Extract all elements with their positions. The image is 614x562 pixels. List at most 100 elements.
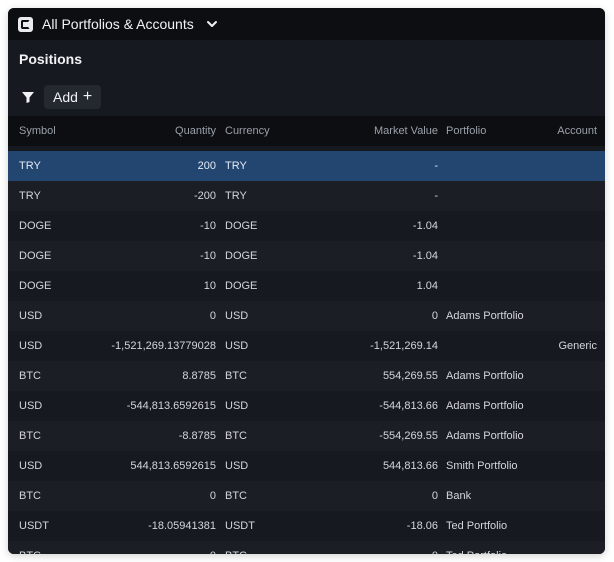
cell-market-value: 544,813.66 — [382, 460, 438, 472]
cell-currency: DOGE — [225, 280, 258, 292]
cell-currency: BTC — [225, 490, 247, 502]
positions-table: Symbol Quantity Currency Market Value Po… — [8, 116, 605, 554]
cell-symbol: DOGE — [19, 250, 52, 262]
table-row[interactable]: TRY 200 TRY - — [8, 151, 605, 181]
add-button[interactable]: Add + — [44, 85, 102, 109]
cell-market-value: -1.04 — [412, 220, 438, 232]
table-row[interactable]: BTC -8.8785 BTC -554,269.55 Adams Portfolio — [8, 421, 605, 451]
cell-symbol: USD — [19, 460, 43, 472]
table-header: Symbol Quantity Currency Market Value Po… — [8, 116, 605, 146]
cell-market-value: 1.04 — [416, 280, 438, 292]
title-bar: All Portfolios & Accounts — [8, 8, 605, 40]
cell-symbol: DOGE — [19, 280, 52, 292]
cell-currency: DOGE — [225, 250, 258, 262]
cell-portfolio: Smith Portfolio — [446, 460, 518, 472]
table-row[interactable]: DOGE 10 DOGE 1.04 — [8, 271, 605, 301]
cell-quantity: 0 — [209, 490, 216, 502]
table-row[interactable]: BTC 0 BTC 0 Bank — [8, 481, 605, 511]
table-row[interactable]: BTC 8.8785 BTC 554,269.55 Adams Portfolio — [8, 361, 605, 391]
cell-symbol: USD — [19, 310, 43, 322]
cell-symbol: BTC — [19, 430, 41, 442]
cell-quantity: 0 — [209, 310, 216, 322]
table-body: TRY 200 TRY - TRY -200 TRY - DOGE -10 DOGE -1.04 DOG… — [8, 151, 605, 554]
cell-symbol: TRY — [19, 160, 41, 172]
cell-market-value: - — [434, 160, 438, 172]
add-button-label: Add — [53, 89, 78, 105]
column-header-account[interactable]: Account — [557, 125, 597, 137]
cell-portfolio: Ted Portfolio — [446, 520, 508, 532]
table-row[interactable]: TRY -200 TRY - — [8, 181, 605, 211]
chevron-down-icon[interactable] — [204, 16, 220, 32]
cell-quantity: 8.8785 — [182, 370, 216, 382]
cell-market-value: -544,813.66 — [379, 400, 438, 412]
positions-window: All Portfolios & Accounts Positions Add … — [8, 8, 605, 554]
cell-market-value: 554,269.55 — [382, 370, 438, 382]
cell-market-value: -1,521,269.14 — [370, 340, 438, 352]
column-header-symbol[interactable]: Symbol — [19, 125, 56, 137]
cell-market-value: 0 — [431, 490, 438, 502]
column-header-market-value[interactable]: Market Value — [374, 125, 438, 137]
cell-currency: USD — [225, 340, 249, 352]
cell-quantity: -10 — [200, 220, 216, 232]
table-row[interactable]: DOGE -10 DOGE -1.04 — [8, 241, 605, 271]
cell-quantity: -10 — [200, 250, 216, 262]
cell-currency: BTC — [225, 370, 247, 382]
table-row[interactable]: USD 0 USD 0 Adams Portfolio — [8, 301, 605, 331]
cell-portfolio: Ted Portfolio — [438, 550, 540, 554]
cell-market-value: -1.04 — [412, 250, 438, 262]
cell-portfolio: Adams Portfolio — [446, 370, 524, 382]
cell-quantity: 10 — [203, 280, 216, 292]
table-row[interactable]: BTC0BTC0Ted Portfolio — [8, 541, 605, 554]
cell-quantity: 200 — [197, 160, 216, 172]
cell-market-value: 0 — [431, 310, 438, 322]
cell-symbol: DOGE — [19, 220, 52, 232]
cell-portfolio: Adams Portfolio — [446, 310, 524, 322]
cell-portfolio: Adams Portfolio — [446, 430, 524, 442]
page-title: Positions — [19, 51, 83, 67]
column-header-portfolio[interactable]: Portfolio — [446, 125, 487, 137]
cell-symbol: USDT — [19, 520, 49, 532]
cell-symbol: TRY — [19, 190, 41, 202]
cell-currency: BTC — [225, 430, 247, 442]
cell-symbol: USD — [19, 340, 43, 352]
table-row[interactable]: USD 544,813.6592615 USD 544,813.66 Smith Por… — [8, 451, 605, 481]
cell-currency: BTC — [216, 550, 336, 554]
cell-currency: TRY — [225, 160, 247, 172]
toolbar: Add + — [8, 78, 605, 116]
filter-icon[interactable] — [20, 89, 36, 105]
cell-currency: TRY — [225, 190, 247, 202]
column-header-quantity[interactable]: Quantity — [175, 125, 216, 137]
cell-quantity: -18.05941381 — [148, 520, 216, 532]
table-row[interactable]: DOGE -10 DOGE -1.04 — [8, 211, 605, 241]
cell-currency: USD — [225, 460, 249, 472]
column-header-currency[interactable]: Currency — [225, 125, 270, 137]
cell-currency: USD — [225, 310, 249, 322]
cell-market-value: 0 — [336, 550, 438, 554]
cell-portfolio: Adams Portfolio — [446, 400, 524, 412]
cell-currency: USDT — [225, 520, 255, 532]
cell-symbol: BTC — [19, 490, 41, 502]
cell-quantity: -1,521,269.13779028 — [111, 340, 216, 352]
table-row[interactable]: USD -544,813.6592615 USD -544,813.66 Adams P… — [8, 391, 605, 421]
cell-quantity: -544,813.6592615 — [126, 400, 216, 412]
cell-quantity: 544,813.6592615 — [130, 460, 216, 472]
cell-symbol: BTC — [8, 550, 104, 554]
cell-account: Generic — [558, 340, 597, 352]
cell-currency: USD — [225, 400, 249, 412]
cell-symbol: BTC — [19, 370, 41, 382]
table-row[interactable]: USD -1,521,269.13779028 USD -1,521,269.14 Ge… — [8, 331, 605, 361]
plus-icon: + — [82, 88, 93, 105]
table-row[interactable]: USDT -18.05941381 USDT -18.06 Ted Portfolio — [8, 511, 605, 541]
cell-market-value: -554,269.55 — [379, 430, 438, 442]
portfolio-selector-label[interactable]: All Portfolios & Accounts — [42, 16, 194, 32]
cell-quantity: -200 — [193, 190, 216, 202]
app-logo-icon — [18, 16, 33, 32]
cell-market-value: - — [434, 190, 438, 202]
cell-currency: DOGE — [225, 220, 258, 232]
cell-quantity: 0 — [104, 550, 216, 554]
cell-quantity: -8.8785 — [178, 430, 216, 442]
cell-symbol: USD — [19, 400, 43, 412]
cell-portfolio: Bank — [446, 490, 472, 502]
section-header: Positions — [8, 40, 605, 78]
cell-market-value: -18.06 — [406, 520, 438, 532]
